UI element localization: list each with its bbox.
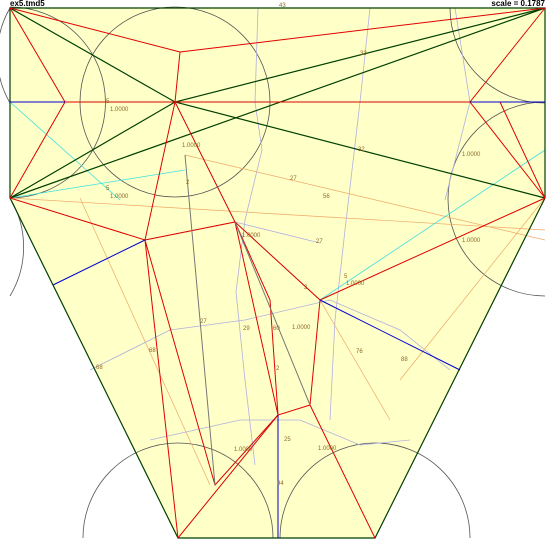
crease-label: 2 bbox=[186, 180, 190, 186]
crease-label: 1.0000 bbox=[110, 107, 129, 113]
crease-label: 33 bbox=[360, 51, 367, 57]
crease-label: 27 bbox=[316, 239, 323, 245]
crease-label: 60 bbox=[273, 326, 280, 332]
crease-label: 5 bbox=[106, 99, 110, 105]
crease-label: 1.0000 bbox=[234, 447, 253, 453]
crease-label: 1.0000 bbox=[318, 446, 337, 452]
crease-label: 1.0000 bbox=[346, 281, 365, 287]
scale: scale = 0.1787 bbox=[491, 0, 545, 8]
valleys bbox=[10, 101, 545, 538]
crease-label: 1.0000 bbox=[242, 233, 261, 239]
crease-label: 68 bbox=[149, 348, 156, 354]
crease-label: 43 bbox=[279, 3, 286, 9]
crease-label: 2 bbox=[304, 285, 308, 291]
crease-label: 27 bbox=[200, 319, 207, 325]
crease-label: 1.0000 bbox=[462, 152, 481, 158]
crease-label: 1.0000 bbox=[292, 325, 311, 331]
crease-label: 27 bbox=[290, 176, 297, 182]
crease-label: 68 bbox=[96, 365, 103, 371]
crease-label: 56 bbox=[323, 194, 330, 200]
file-name: ex5.tmd5 bbox=[10, 0, 45, 8]
crease-label: 5 bbox=[106, 186, 110, 192]
gussets bbox=[184, 154, 311, 486]
crease-label: 32 bbox=[358, 147, 365, 153]
crease-label: 1.0000 bbox=[110, 194, 129, 200]
crease-label: 29 bbox=[243, 326, 250, 332]
crease-label: 1.0000 bbox=[462, 238, 481, 244]
crease-label: 1.0000 bbox=[182, 143, 201, 149]
crease-label: 25 bbox=[284, 437, 291, 443]
crease-label: 5 bbox=[344, 274, 348, 280]
crease-label: 2 bbox=[276, 366, 280, 372]
crease-label: 88 bbox=[401, 357, 408, 363]
crease-label: 76 bbox=[356, 349, 363, 355]
crease-label: 94 bbox=[277, 481, 284, 487]
paper bbox=[10, 8, 545, 538]
